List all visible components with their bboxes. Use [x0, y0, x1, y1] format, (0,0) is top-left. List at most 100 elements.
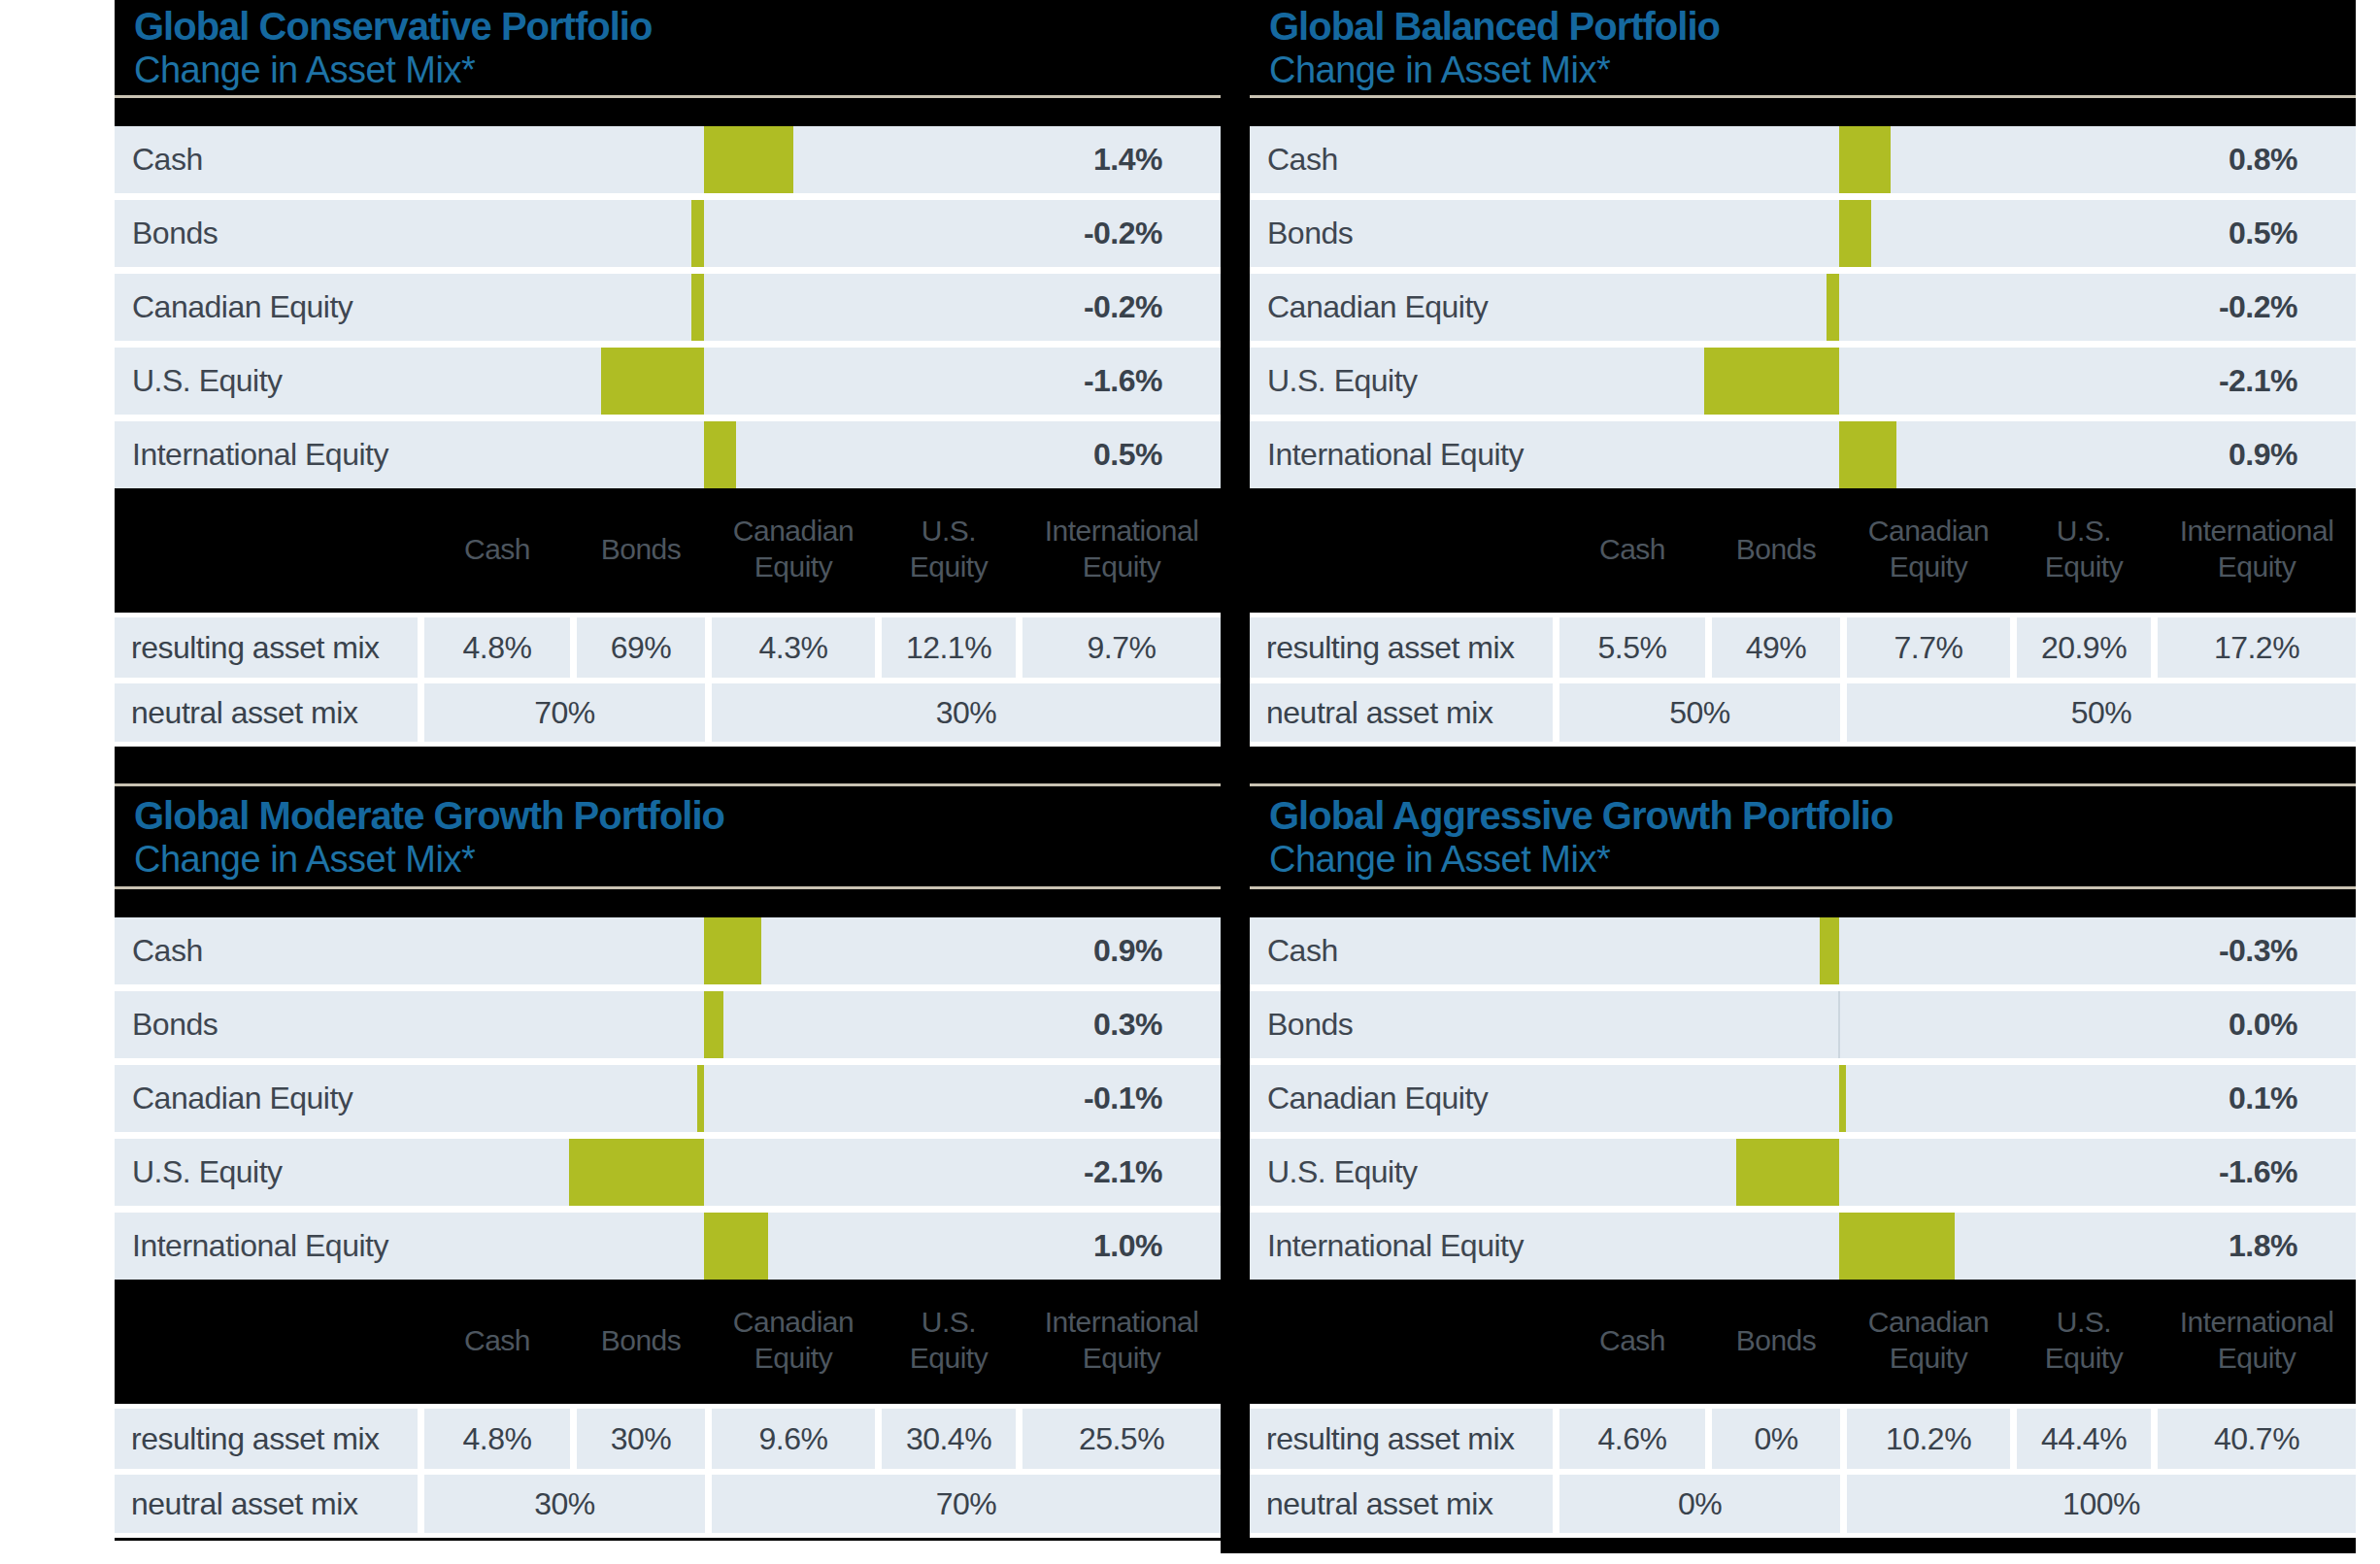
row-header-cell: neutral asset mix: [115, 683, 418, 742]
neutral-equity-cell: 70%: [712, 1475, 1221, 1533]
panel-subtitle: Change in Asset Mix*: [134, 49, 1221, 92]
change-bar: [704, 126, 793, 193]
chart-row: U.S. Equity -1.6%: [1250, 1139, 2356, 1206]
chart-row: U.S. Equity-1.6%: [115, 348, 1221, 415]
portfolio-asset-mix-figure: Global Conservative PortfolioChange in A…: [115, 0, 2356, 1553]
column-header: Canadian Equity: [712, 1304, 875, 1380]
table-cell: 9.6%: [712, 1409, 875, 1469]
chart-row: Bonds0.0%: [1250, 991, 2356, 1058]
table-cell: 4.6%: [1559, 1409, 1705, 1469]
asset-mix-bar-chart: Cash-0.3%Bonds0.0%Canadian Equity0.1%U.S…: [1250, 917, 2356, 1280]
panel-header: Global Conservative PortfolioChange in A…: [115, 0, 1221, 98]
asset-class-label: U.S. Equity: [1267, 1139, 1418, 1206]
table-body: resulting asset mix4.8%69%4.3%12.1%9.7%n…: [115, 613, 1221, 747]
change-value: 0.0%: [2229, 991, 2297, 1058]
table-cell: 10.2%: [1847, 1409, 2010, 1469]
chart-row: Bonds0.5%: [1250, 200, 2356, 267]
column-header: Cash: [424, 1322, 570, 1362]
change-bar: [569, 1139, 704, 1206]
change-value: -1.6%: [2219, 1139, 2297, 1206]
change-bar: [704, 917, 761, 984]
asset-class-label: Cash: [132, 917, 203, 984]
asset-class-label: Canadian Equity: [132, 1065, 352, 1132]
change-bar: [601, 348, 704, 415]
column-header: Bonds: [1712, 1322, 1840, 1362]
chart-row: U.S. Equity-2.1%: [115, 1139, 1221, 1206]
resulting-asset-mix-row: resulting asset mix5.5%49%7.7%20.9%17.2%: [1250, 617, 2356, 678]
asset-class-label: Canadian Equity: [132, 274, 352, 341]
panel-header: Global Balanced PortfolioChange in Asset…: [1250, 0, 2356, 98]
row-header-cell: resulting asset mix: [115, 1409, 418, 1469]
table-header-row: CashBondsCanadian EquityU.S. EquityInter…: [1250, 488, 2356, 613]
column-header: Bonds: [1712, 531, 1840, 571]
table-header-row: CashBondsCanadian EquityU.S. EquityInter…: [115, 1280, 1221, 1404]
row-header-cell: resulting asset mix: [115, 617, 418, 678]
panel-title: Global Aggressive Growth Portfolio: [1269, 794, 2356, 838]
chart-row: Canadian Equity -0.2%: [115, 274, 1221, 341]
chart-row: International Equity1.8%: [1250, 1213, 2356, 1280]
table-header-spacer: [1250, 549, 1553, 552]
asset-class-label: Bonds: [132, 991, 218, 1058]
asset-class-label: Canadian Equity: [1267, 1065, 1488, 1132]
panel-title: Global Conservative Portfolio: [134, 5, 1221, 49]
table-cell: 0%: [1712, 1409, 1840, 1469]
change-bar: [691, 200, 704, 267]
neutral-fixed-income-cell: 50%: [1559, 683, 1840, 742]
panel-global-aggressive-growth-portfolio: Global Aggressive Growth PortfolioChange…: [1250, 783, 2356, 1553]
chart-row: U.S. Equity-2.1%: [1250, 348, 2356, 415]
change-value: 1.0%: [1093, 1213, 1162, 1280]
change-bar: [1820, 917, 1839, 984]
asset-class-label: Cash: [1267, 917, 1338, 984]
change-bar: [1839, 126, 1891, 193]
table-cell: 7.7%: [1847, 617, 2010, 678]
column-header: International Equity: [2158, 513, 2356, 588]
column-header: Bonds: [577, 531, 705, 571]
column-header: International Equity: [2158, 1304, 2356, 1380]
change-bar: [1839, 421, 1896, 488]
chart-row: Canadian Equity-0.1%: [115, 1065, 1221, 1132]
asset-class-label: Cash: [132, 126, 203, 193]
table-cell: 20.9%: [2017, 617, 2151, 678]
asset-class-label: International Equity: [132, 421, 388, 488]
change-value: 0.9%: [1093, 917, 1162, 984]
asset-class-label: U.S. Equity: [132, 1139, 283, 1206]
change-value: 0.5%: [1093, 421, 1162, 488]
table-header-spacer: [1250, 1340, 1553, 1344]
column-header: Bonds: [577, 1322, 705, 1362]
panel-title: Global Moderate Growth Portfolio: [134, 794, 1221, 838]
panels-grid: Global Conservative PortfolioChange in A…: [115, 0, 2356, 1553]
resulting-asset-mix-row: resulting asset mix4.6%0%10.2%44.4%40.7%: [1250, 1409, 2356, 1469]
column-header: International Equity: [1022, 513, 1221, 588]
change-value: -0.2%: [1084, 274, 1162, 341]
change-value: 0.3%: [1093, 991, 1162, 1058]
table-cell: 4.3%: [712, 617, 875, 678]
neutral-fixed-income-cell: 0%: [1559, 1475, 1840, 1533]
column-header: Cash: [424, 531, 570, 571]
asset-mix-bar-chart: Cash 0.9% Bonds 0.3% Canadian Equity-0.1% U.S…: [115, 917, 1221, 1280]
table-cell: 69%: [577, 617, 705, 678]
neutral-asset-mix-row: neutral asset mix30%70%: [115, 1475, 1221, 1533]
neutral-equity-cell: 100%: [1847, 1475, 2356, 1533]
chart-row: Cash 0.9%: [115, 917, 1221, 984]
table-body: resulting asset mix4.6%0%10.2%44.4%40.7%…: [1250, 1404, 2356, 1538]
table-cell: 44.4%: [2017, 1409, 2151, 1469]
asset-class-label: U.S. Equity: [1267, 348, 1418, 415]
panel-subtitle: Change in Asset Mix*: [134, 838, 1221, 882]
table-header-row: CashBondsCanadian EquityU.S. EquityInter…: [1250, 1280, 2356, 1404]
table-header-row: CashBondsCanadian EquityU.S. EquityInter…: [115, 488, 1221, 613]
chart-row: Canadian Equity0.1%: [1250, 1065, 2356, 1132]
column-header: Canadian Equity: [1847, 513, 2010, 588]
asset-class-label: International Equity: [1267, 1213, 1524, 1280]
resulting-asset-mix-row: resulting asset mix4.8%30%9.6%30.4%25.5%: [115, 1409, 1221, 1469]
asset-class-label: Bonds: [1267, 200, 1353, 267]
asset-class-label: Bonds: [132, 200, 218, 267]
zero-axis-line: [1838, 991, 1840, 1058]
column-header: Cash: [1559, 531, 1705, 571]
change-value: 0.9%: [2229, 421, 2297, 488]
chart-row: International Equity1.0%: [115, 1213, 1221, 1280]
change-value: -0.2%: [2219, 274, 2297, 341]
chart-row: Cash0.8%: [1250, 126, 2356, 193]
change-bar: [1839, 200, 1871, 267]
neutral-asset-mix-row: neutral asset mix50%50%: [1250, 683, 2356, 742]
change-bar: [1704, 348, 1839, 415]
